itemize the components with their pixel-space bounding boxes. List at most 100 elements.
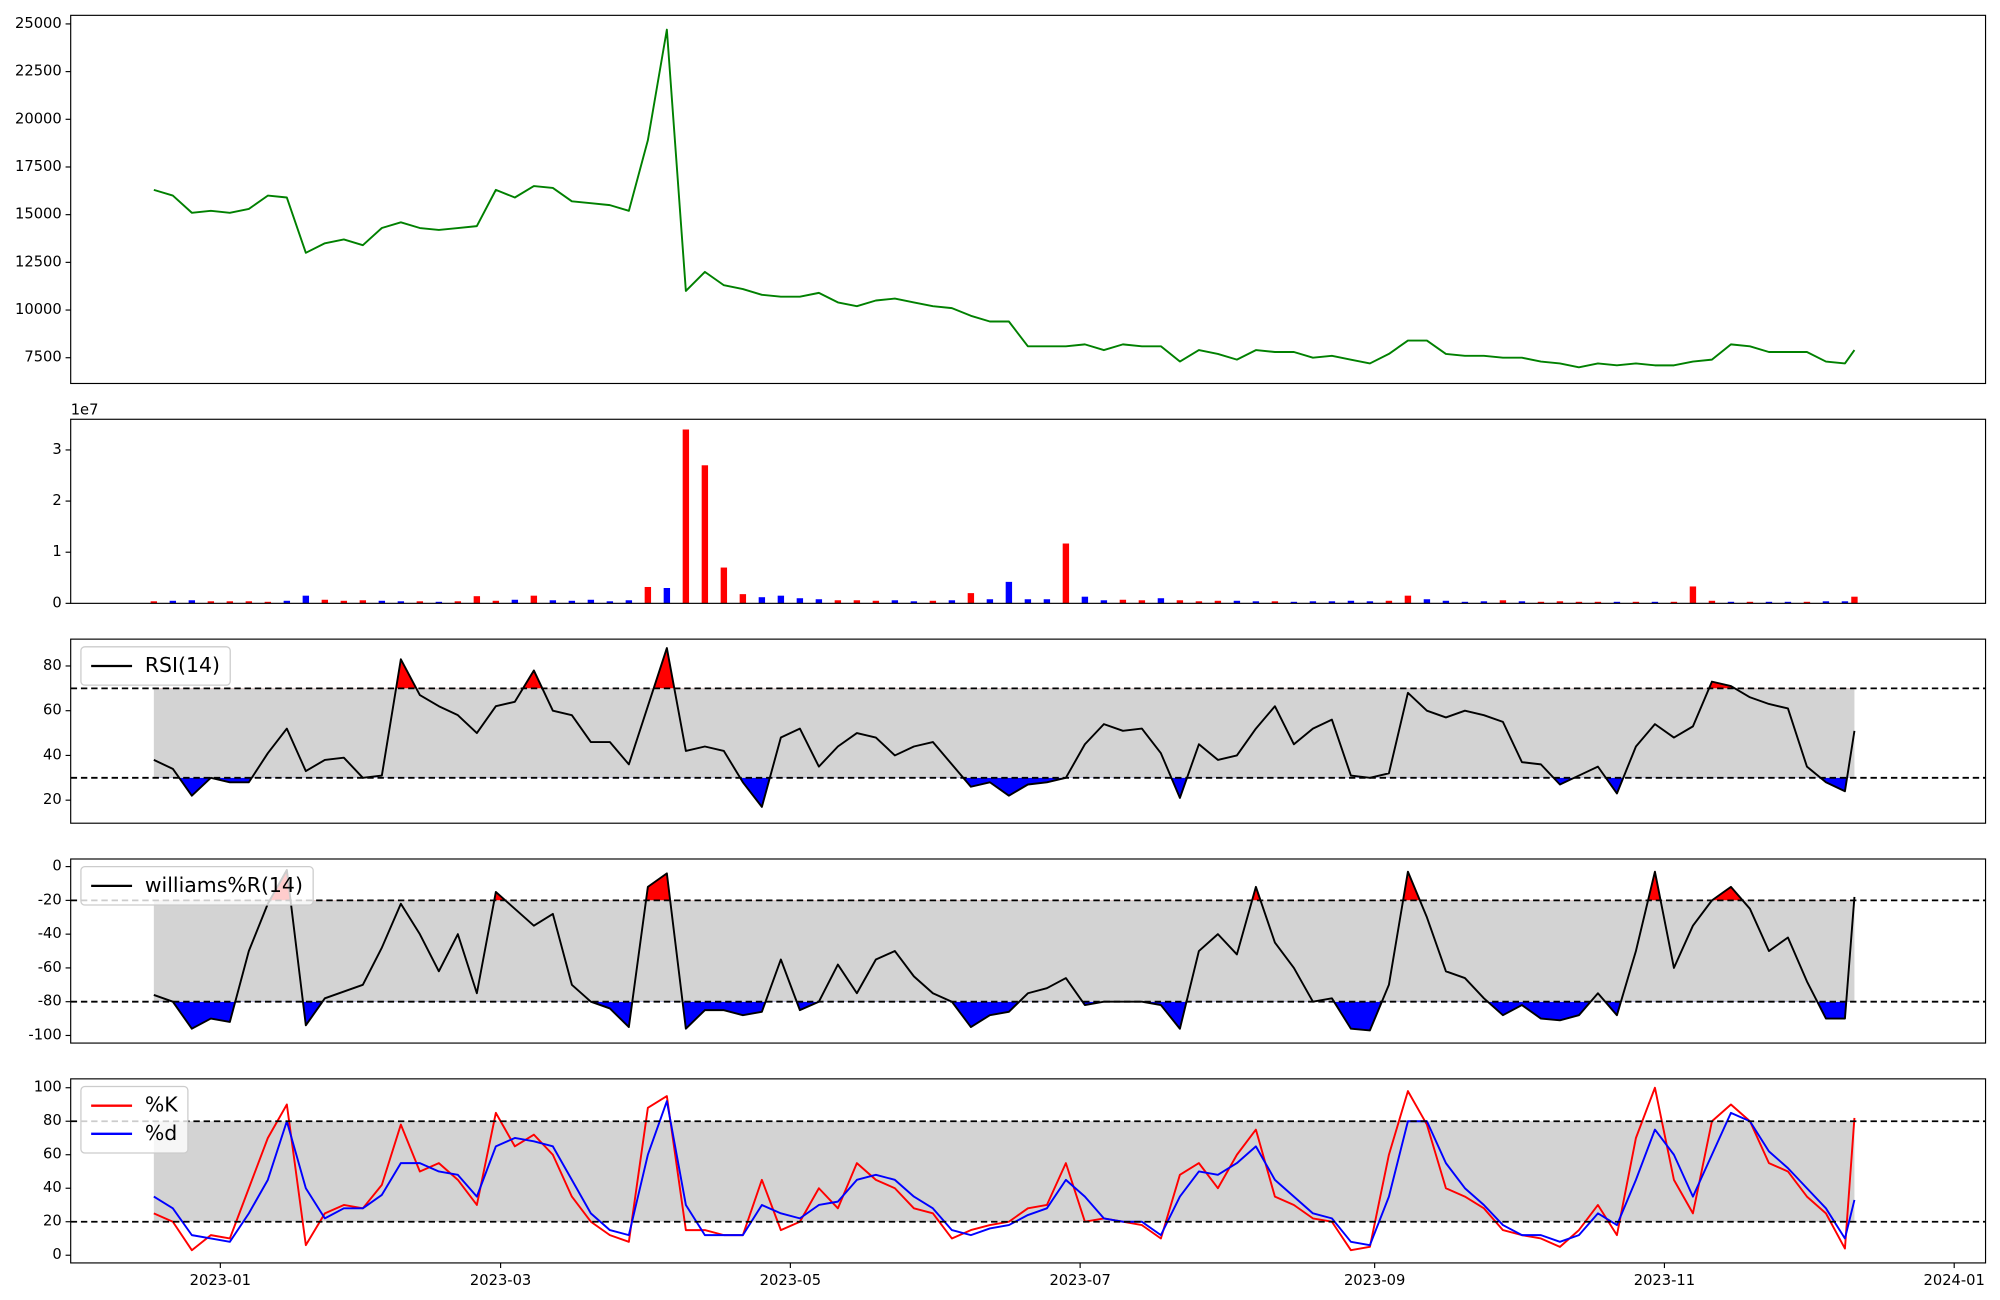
volume-bar: [682, 429, 690, 604]
legend-label: RSI(14): [145, 653, 220, 677]
volume-bar: [340, 600, 348, 604]
volume-bar: [1233, 600, 1241, 604]
volume-bar: [1651, 601, 1659, 604]
volume-bar: [815, 599, 823, 604]
volume-bar: [1594, 601, 1602, 604]
y-tick-label: 2: [52, 492, 61, 509]
volume-bar: [1176, 600, 1184, 604]
series-line: [153, 1100, 1856, 1247]
volume-bar: [188, 600, 196, 604]
neutral-band: [153, 688, 1855, 778]
x-tick-label: 2023-07: [1049, 1272, 1110, 1289]
volume-bar: [872, 600, 880, 604]
volume-bar: [796, 598, 804, 604]
volume-bar: [1442, 600, 1450, 604]
legend-label: %K: [145, 1093, 178, 1117]
plot-frame: [70, 638, 1987, 824]
y-tick-label: 20: [43, 1213, 62, 1230]
volume-bar: [644, 586, 652, 604]
volume-bar: [1024, 599, 1032, 604]
y-tick-label: 20: [43, 791, 62, 808]
y-tick-label: 40: [43, 746, 62, 763]
y-tick-label: 1: [52, 543, 61, 560]
legend: %K %d: [80, 1085, 189, 1154]
volume-bar: [302, 595, 310, 604]
volume-bar: [1746, 601, 1754, 604]
volume-bar: [1214, 600, 1222, 604]
volume-bar: [986, 599, 994, 604]
volume-bar: [1632, 601, 1640, 604]
volume-bar: [1499, 600, 1507, 604]
volume-bar: [606, 601, 614, 604]
plot-frame: [70, 14, 1987, 385]
volume-bar: [701, 465, 709, 604]
series-line: [153, 1086, 1856, 1252]
volume-bar: [378, 600, 386, 604]
legend-label: %d: [145, 1121, 177, 1145]
volume-bar: [1081, 596, 1089, 604]
volume-bar: [416, 601, 424, 604]
legend: williams%R(14): [80, 866, 314, 906]
volume-bar: [1252, 601, 1260, 604]
volume-bar: [1005, 581, 1013, 604]
volume-bar: [1803, 601, 1811, 604]
volume-bar: [910, 601, 918, 604]
y-tick-label: 60: [43, 1146, 62, 1163]
x-tick-label: 2023-11: [1634, 1272, 1695, 1289]
x-tick-label: 2023-09: [1344, 1272, 1405, 1289]
volume-bar: [587, 599, 595, 604]
y-tick-label: -20: [38, 891, 62, 908]
volume-bar: [663, 588, 671, 604]
volume-bar: [511, 599, 519, 604]
plot-frame: [70, 1078, 1987, 1264]
volume-bar: [1708, 600, 1716, 604]
volume-bar: [1119, 599, 1127, 604]
volume-bar: [1328, 601, 1336, 604]
plot-frame: [70, 858, 1987, 1044]
volume-bar: [1765, 601, 1773, 604]
y-tick-label: -80: [38, 993, 62, 1010]
volume-bar: [1404, 595, 1412, 604]
volume-bar: [1613, 601, 1621, 604]
volume-bar: [1062, 543, 1070, 604]
volume-bar: [1556, 601, 1564, 604]
oversold-fill: [172, 1001, 1847, 1031]
y-tick-label: -100: [28, 1026, 61, 1043]
y-tick-label: -40: [38, 925, 62, 942]
volume-bar: [720, 567, 728, 604]
legend: RSI(14): [80, 646, 231, 686]
volume-bar: [397, 601, 405, 604]
volume-bar: [1271, 601, 1279, 604]
volume-bar: [549, 600, 557, 604]
volume-bar: [568, 600, 576, 604]
volume-bar: [1366, 601, 1374, 604]
y-tick-label: 25000: [15, 15, 62, 32]
overbought-fill: [269, 869, 1855, 901]
volume-bar: [758, 597, 766, 604]
volume-bar: [530, 595, 538, 604]
y-tick-label: 0: [52, 1246, 61, 1263]
volume-bar: [1309, 601, 1317, 604]
volume-bar: [1537, 601, 1545, 604]
y-tick-label: 100: [34, 1079, 62, 1096]
y-tick-label: 60: [43, 702, 62, 719]
volume-bar: [1518, 601, 1526, 604]
volume-bar: [1347, 600, 1355, 604]
volume-bar: [1138, 600, 1146, 604]
volume-bar: [264, 601, 272, 604]
plot-background: [70, 419, 1986, 604]
y-tick-label: 40: [43, 1179, 62, 1196]
y-tick-label: 0: [52, 858, 61, 875]
volume-bar: [891, 600, 899, 604]
volume-bar: [207, 601, 215, 604]
volume-bar: [245, 601, 253, 604]
volume-bar: [1575, 601, 1583, 604]
volume-bar: [1851, 596, 1858, 604]
series-line: [153, 869, 1856, 1032]
plot-background: [70, 15, 1986, 384]
y-tick-label: 3: [52, 441, 61, 458]
y-tick-label: -60: [38, 959, 62, 976]
volume-bar: [1841, 601, 1849, 604]
y-tick-label: 10000: [15, 301, 62, 318]
y-tick-label: 12500: [15, 253, 62, 270]
